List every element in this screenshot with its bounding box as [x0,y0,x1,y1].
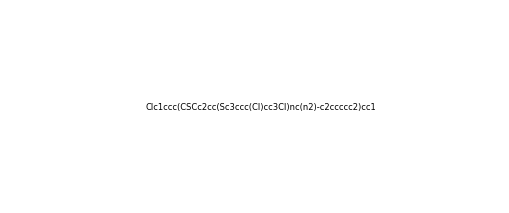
Text: Clc1ccc(CSCc2cc(Sc3ccc(Cl)cc3Cl)nc(n2)-c2ccccc2)cc1: Clc1ccc(CSCc2cc(Sc3ccc(Cl)cc3Cl)nc(n2)-c… [146,103,376,112]
